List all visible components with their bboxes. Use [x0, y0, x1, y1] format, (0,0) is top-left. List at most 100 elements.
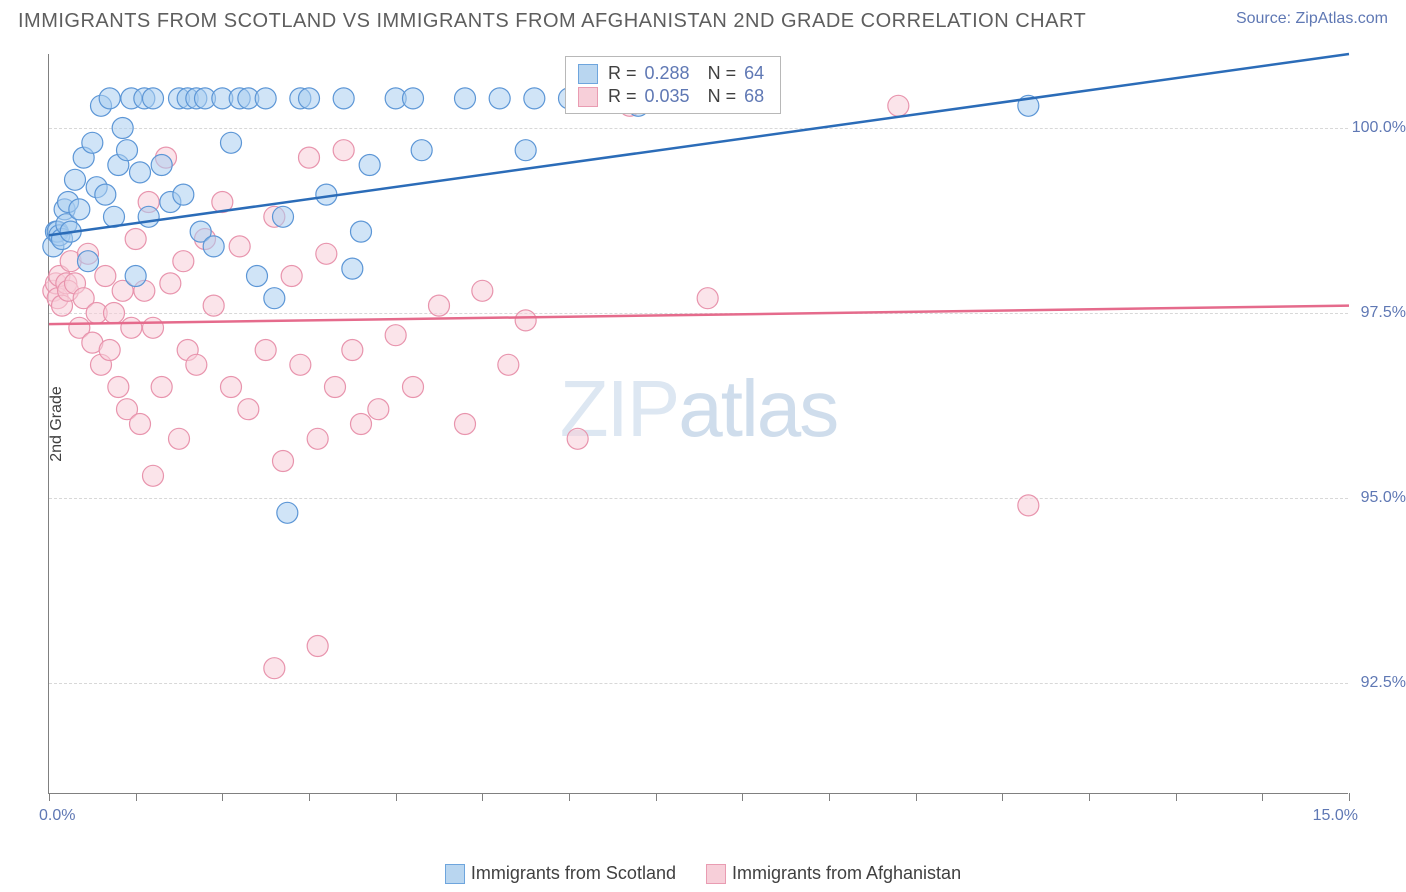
y-tick-label: 95.0% [1361, 489, 1406, 507]
data-point [524, 88, 545, 109]
x-tick [656, 793, 657, 801]
data-point [342, 258, 363, 279]
data-point [429, 295, 450, 316]
legend-item-scotland: Immigrants from Scotland [445, 863, 676, 884]
x-tick [49, 793, 50, 801]
x-tick [482, 793, 483, 801]
data-point [151, 155, 172, 176]
data-point [299, 88, 320, 109]
data-point [385, 325, 406, 346]
data-point [173, 184, 194, 205]
data-point [69, 199, 90, 220]
data-point [95, 266, 116, 287]
data-point [221, 132, 242, 153]
data-point [221, 377, 242, 398]
x-tick [829, 793, 830, 801]
correlation-stats-legend: R =0.288 N =64 R =0.035 N =68 [565, 56, 781, 114]
data-point [403, 88, 424, 109]
data-point [151, 377, 172, 398]
data-point [130, 414, 151, 435]
data-point [342, 340, 363, 361]
data-point [138, 206, 159, 227]
data-point [264, 658, 285, 679]
x-tick [569, 793, 570, 801]
data-point [316, 243, 337, 264]
data-point [264, 288, 285, 309]
data-point [333, 88, 354, 109]
data-point [82, 132, 103, 153]
data-point [229, 236, 250, 257]
x-tick [916, 793, 917, 801]
data-point [143, 317, 164, 338]
data-point [117, 140, 138, 161]
data-point [281, 266, 302, 287]
data-point [307, 428, 328, 449]
data-point [112, 118, 133, 139]
x-tick [1089, 793, 1090, 801]
legend-item-afghanistan: Immigrants from Afghanistan [706, 863, 961, 884]
data-point [403, 377, 424, 398]
data-point [255, 340, 276, 361]
data-point [515, 310, 536, 331]
data-point [255, 88, 276, 109]
data-point [697, 288, 718, 309]
data-point [368, 399, 389, 420]
data-point [888, 95, 909, 116]
x-tick [1262, 793, 1263, 801]
data-point [498, 354, 519, 375]
data-point [173, 251, 194, 272]
data-point [290, 354, 311, 375]
scatter-plot-svg [49, 54, 1348, 793]
x-axis-min-label: 0.0% [39, 807, 75, 825]
swatch-afghanistan-icon [706, 864, 726, 884]
stats-row-afghanistan: R =0.035 N =68 [578, 86, 768, 107]
data-point [99, 340, 120, 361]
y-tick-label: 100.0% [1352, 119, 1406, 137]
chart-title: IMMIGRANTS FROM SCOTLAND VS IMMIGRANTS F… [18, 10, 1086, 33]
data-point [307, 636, 328, 657]
data-point [351, 414, 372, 435]
data-point [78, 251, 99, 272]
data-point [489, 88, 510, 109]
data-point [203, 295, 224, 316]
data-point [273, 206, 294, 227]
data-point [247, 266, 268, 287]
data-point [333, 140, 354, 161]
data-point [125, 229, 146, 250]
data-point [455, 414, 476, 435]
data-point [455, 88, 476, 109]
x-tick [396, 793, 397, 801]
data-point [108, 377, 129, 398]
data-point [160, 273, 181, 294]
y-tick-label: 92.5% [1361, 674, 1406, 692]
data-point [273, 451, 294, 472]
data-point [99, 88, 120, 109]
data-point [121, 317, 142, 338]
swatch-afghanistan [578, 87, 598, 107]
data-point [277, 502, 298, 523]
x-tick [309, 793, 310, 801]
x-tick [742, 793, 743, 801]
stats-row-scotland: R =0.288 N =64 [578, 63, 768, 84]
data-point [95, 184, 116, 205]
data-point [186, 354, 207, 375]
series-legend: Immigrants from Scotland Immigrants from… [0, 863, 1406, 884]
y-tick-label: 97.5% [1361, 304, 1406, 322]
data-point [65, 169, 86, 190]
regression-line [49, 306, 1349, 325]
data-point [351, 221, 372, 242]
data-point [125, 266, 146, 287]
x-axis-max-label: 15.0% [1313, 807, 1358, 825]
x-tick [222, 793, 223, 801]
chart-plot-area: 2nd Grade 92.5%95.0%97.5%100.0% ZIPatlas… [48, 54, 1348, 794]
data-point [299, 147, 320, 168]
data-point [169, 428, 190, 449]
data-point [238, 399, 259, 420]
swatch-scotland-icon [445, 864, 465, 884]
source-label: Source: ZipAtlas.com [1236, 10, 1388, 28]
x-tick [1349, 793, 1350, 801]
data-point [1018, 495, 1039, 516]
x-tick [1002, 793, 1003, 801]
data-point [325, 377, 346, 398]
x-tick [1176, 793, 1177, 801]
